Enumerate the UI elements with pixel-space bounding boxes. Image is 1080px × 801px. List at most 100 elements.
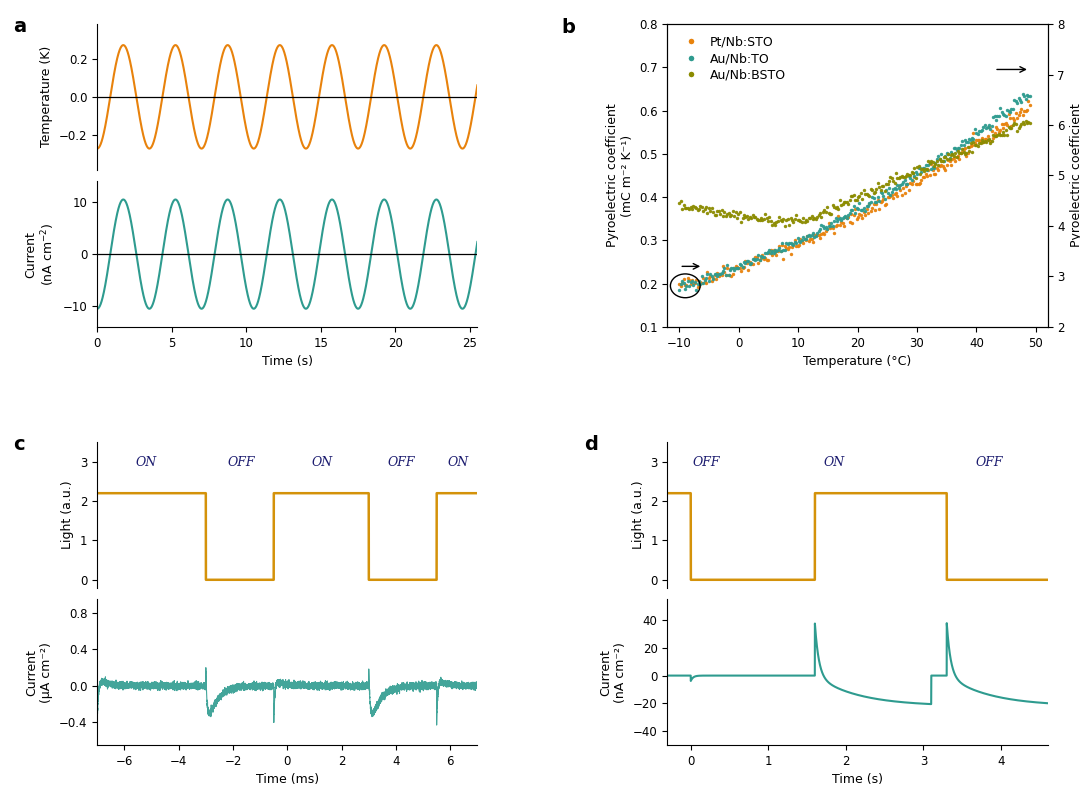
Point [671,278,688,291]
Point [1005,117,1023,130]
Point [1018,89,1036,102]
Point [935,155,953,167]
Point [838,195,855,208]
Point [681,278,699,291]
Point [864,191,881,203]
Point [948,143,966,156]
Point [907,166,924,179]
Point [945,151,962,164]
Point [698,201,715,214]
Point [1015,89,1032,102]
Point [944,153,961,166]
Point [934,155,951,167]
Point [679,202,697,215]
Point [967,137,984,150]
Point [805,227,822,239]
Point [997,109,1014,122]
Point [999,119,1016,131]
Point [688,274,705,287]
Point [926,162,943,175]
Point [939,152,956,165]
Point [731,257,748,270]
Point [773,239,791,252]
Point [896,171,914,183]
Point [897,178,915,191]
Point [712,268,729,281]
Point [737,256,754,269]
Point [920,159,937,171]
Point [718,259,735,272]
Point [918,163,935,176]
Point [710,269,727,282]
Point [878,183,895,196]
Point [675,276,692,289]
Point [972,136,989,149]
Point [1000,121,1017,134]
Point [731,261,748,274]
Point [981,119,998,131]
Point [777,239,794,252]
Point [675,273,692,286]
Point [996,118,1013,131]
Point [858,200,875,213]
Point [876,199,893,211]
Point [864,202,881,215]
Point [774,252,792,265]
Point [833,214,850,227]
Point [1014,109,1031,122]
Point [991,101,1009,114]
Point [811,207,828,219]
Point [977,135,995,148]
Point [879,177,896,190]
Point [685,277,702,290]
Point [800,235,818,248]
Point [917,163,934,175]
Point [856,205,874,218]
Point [795,231,812,244]
Point [737,211,754,223]
Y-axis label: Pyroelectric coefficient
(mC m⁻² K⁻¹): Pyroelectric coefficient (mC m⁻² K⁻¹) [1070,103,1080,248]
Point [990,127,1008,140]
Point [786,233,804,246]
Point [1004,103,1022,115]
Point [751,214,768,227]
Point [931,153,948,166]
Point [779,243,796,256]
Point [865,197,882,210]
Point [700,272,717,284]
Point [764,248,781,261]
Point [696,274,713,287]
Point [1020,90,1037,103]
Point [684,203,701,215]
Point [957,147,974,160]
Point [835,219,852,232]
Point [858,187,875,200]
Point [896,174,914,187]
Text: ON: ON [135,456,157,469]
Point [989,129,1007,142]
Point [725,205,742,218]
Point [741,211,758,223]
Point [963,139,981,151]
Point [791,235,808,248]
Point [779,237,796,250]
Point [814,205,832,218]
Point [765,247,782,260]
Point [768,215,785,228]
Point [999,103,1016,116]
Point [718,208,735,221]
Point [800,211,818,224]
Point [879,187,896,199]
Point [745,252,762,265]
Point [735,260,753,273]
Point [883,185,901,198]
Point [934,154,951,167]
Point [888,182,905,195]
Point [744,258,761,271]
Point [699,268,716,280]
Point [932,147,949,160]
Point [968,134,985,147]
Point [855,202,873,215]
Point [995,126,1012,139]
Point [782,236,799,249]
